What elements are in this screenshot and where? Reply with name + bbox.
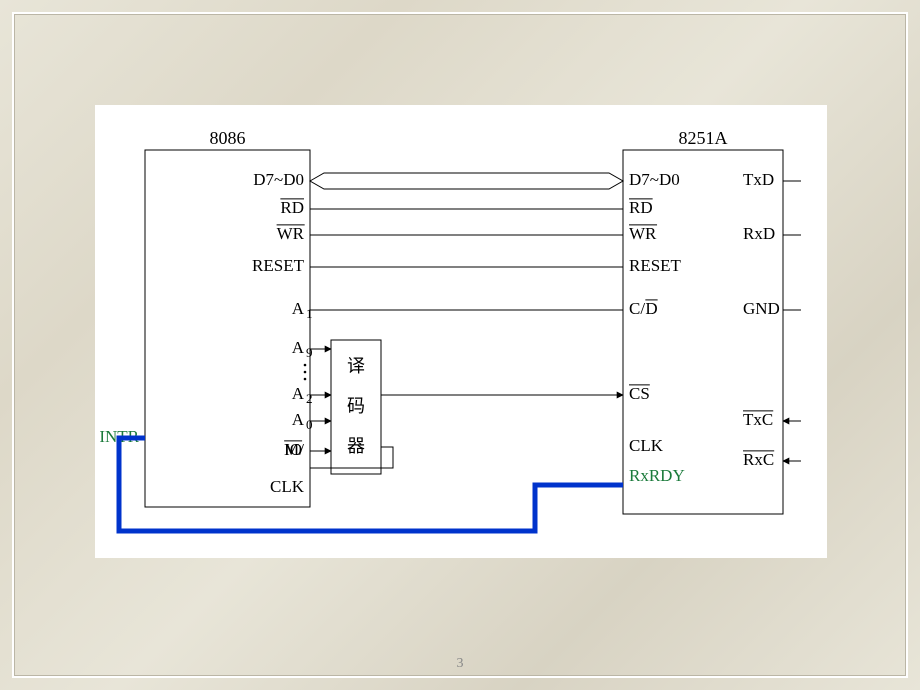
svg-text:IO: IO	[284, 440, 302, 459]
svg-text:A: A	[292, 338, 305, 357]
svg-text:CS: CS	[629, 384, 650, 403]
svg-text:2: 2	[306, 391, 313, 406]
svg-text:RESET: RESET	[252, 256, 305, 275]
svg-text:1: 1	[306, 306, 313, 321]
svg-text:C/: C/	[629, 299, 645, 318]
svg-text:D7~D0: D7~D0	[253, 170, 304, 189]
svg-text:RESET: RESET	[629, 256, 682, 275]
svg-text:GND: GND	[743, 299, 780, 318]
svg-text:CLK: CLK	[629, 436, 664, 455]
svg-text:RD: RD	[280, 198, 304, 217]
svg-text:CLK: CLK	[270, 477, 305, 496]
svg-text:A: A	[292, 384, 305, 403]
block-diagram: 8086D7~D0RDWRRESETA1A9A2A0M/IOCLKINTR825…	[95, 105, 827, 558]
svg-text:D: D	[645, 299, 657, 318]
diagram-container: 8086D7~D0RDWRRESETA1A9A2A0M/IOCLKINTR825…	[95, 105, 827, 558]
svg-text:D7~D0: D7~D0	[629, 170, 680, 189]
svg-text:WR: WR	[629, 224, 657, 243]
svg-text:RD: RD	[629, 198, 653, 217]
svg-text:RxD: RxD	[743, 224, 775, 243]
svg-text:译: 译	[347, 356, 365, 376]
svg-text:A: A	[292, 299, 305, 318]
svg-text:码: 码	[347, 396, 365, 416]
svg-text:WR: WR	[277, 224, 305, 243]
svg-text:TxC: TxC	[743, 410, 773, 429]
svg-text:8251A: 8251A	[679, 128, 728, 148]
svg-text:A: A	[292, 410, 305, 429]
svg-text:9: 9	[306, 345, 313, 360]
page-number: 3	[0, 656, 920, 672]
svg-text:器: 器	[347, 436, 365, 456]
svg-text:RxC: RxC	[743, 450, 774, 469]
svg-text:0: 0	[306, 417, 313, 432]
svg-text:TxD: TxD	[743, 170, 774, 189]
svg-text:8086: 8086	[210, 128, 246, 148]
svg-text:RxRDY: RxRDY	[629, 466, 685, 485]
